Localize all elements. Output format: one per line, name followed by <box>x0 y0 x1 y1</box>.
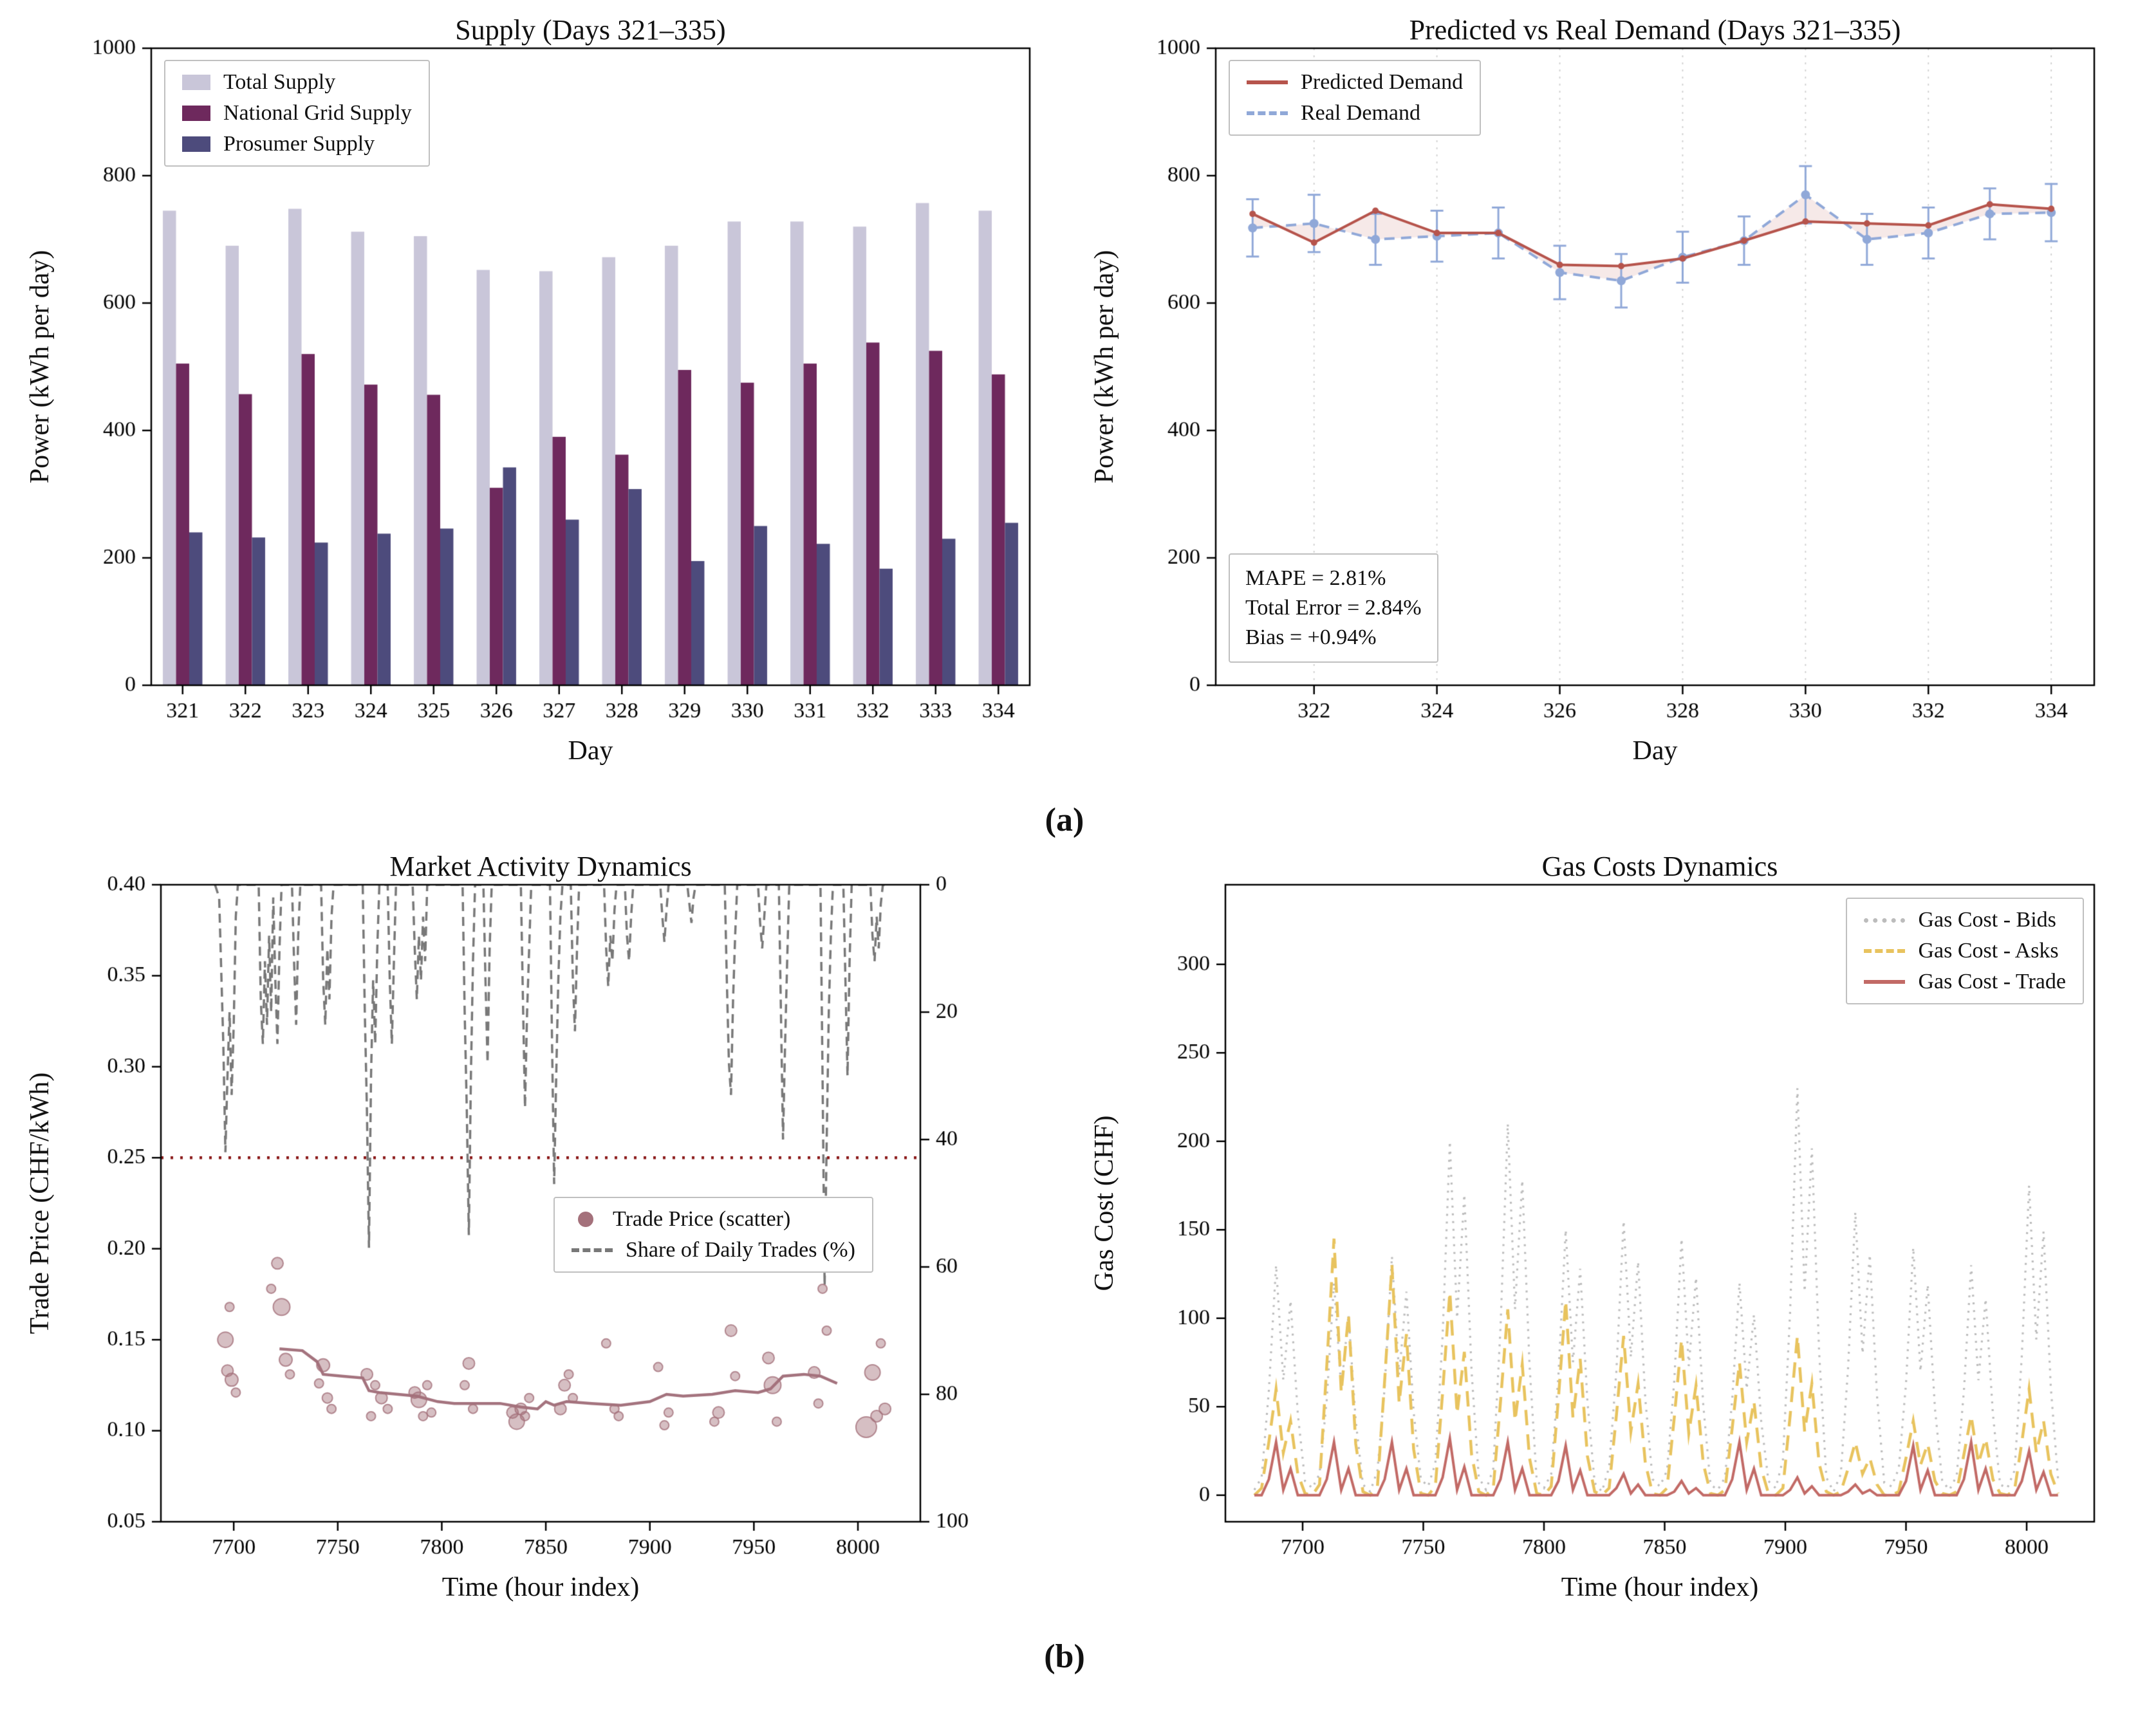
x-axis-label: Day <box>568 736 613 766</box>
legend-dash-marker-icon <box>572 1248 613 1252</box>
chart-title: Gas Costs Dynamics <box>1541 851 1778 882</box>
legend-dash-marker-icon <box>1247 111 1288 115</box>
legend-label: Trade Price (scatter) <box>613 1207 791 1231</box>
figure: Supply (Days 321–335) Power (kWh per day… <box>0 10 2129 1675</box>
legend-item: Total Supply <box>182 70 412 95</box>
legend-label: Share of Daily Trades (%) <box>626 1238 855 1262</box>
supply-canvas <box>0 10 1064 795</box>
legend-item: Prosumer Supply <box>182 132 412 156</box>
legend-item: Trade Price (scatter) <box>572 1207 855 1232</box>
panel-label-b: (b) <box>1044 1638 1085 1675</box>
legend-box-marker-icon <box>182 136 210 152</box>
y-axis-label: Power (kWh per day) <box>1090 250 1119 484</box>
legend-item: Real Demand <box>1247 101 1463 125</box>
chart-title: Market Activity Dynamics <box>389 851 692 882</box>
chart-title: Predicted vs Real Demand (Days 321–335) <box>1409 14 1901 46</box>
market-canvas <box>0 846 1064 1631</box>
legend-box-marker-icon <box>182 106 210 121</box>
legend-label: Real Demand <box>1301 101 1420 125</box>
legend-label: Gas Cost - Trade <box>1918 970 2066 993</box>
legend-dot-marker-icon <box>1864 918 1906 923</box>
x-axis-label: Time (hour index) <box>1561 1573 1759 1602</box>
legend: Total Supply National Grid Supply Prosumer… <box>164 60 430 167</box>
legend-label: Predicted Demand <box>1301 70 1464 94</box>
panel-label-a: (a) <box>1045 802 1084 838</box>
y-axis-label: Gas Cost (CHF) <box>1090 1115 1119 1291</box>
legend-item: Gas Cost - Asks <box>1864 939 2066 963</box>
y-axis-label: Trade Price (CHF/kWh) <box>25 1072 55 1334</box>
legend-label: Prosumer Supply <box>223 132 375 156</box>
demand-canvas <box>1064 10 2129 795</box>
legend: Trade Price (scatter) Share of Daily Trad… <box>553 1197 873 1273</box>
legend: Predicted Demand Real Demand <box>1229 60 1482 136</box>
legend-label: National Grid Supply <box>223 101 412 125</box>
panel-b-row: Market Activity Dynamics Trade Price (CH… <box>0 846 2129 1631</box>
supply-chart: Supply (Days 321–335) Power (kWh per day… <box>0 10 1064 795</box>
legend-line-marker-icon <box>1864 980 1906 984</box>
gas-chart: Gas Costs Dynamics Gas Cost (CHF) Time (… <box>1064 846 2129 1631</box>
legend-scatter-marker-icon <box>578 1212 593 1227</box>
legend-item: Gas Cost - Bids <box>1864 908 2066 932</box>
legend-line-marker-icon <box>1247 80 1288 84</box>
panel-a-row: Supply (Days 321–335) Power (kWh per day… <box>0 10 2129 795</box>
legend-label: Total Supply <box>223 70 336 94</box>
legend-item: Gas Cost - Trade <box>1864 970 2066 994</box>
market-chart: Market Activity Dynamics Trade Price (CH… <box>0 846 1064 1631</box>
demand-chart: Predicted vs Real Demand (Days 321–335) … <box>1064 10 2129 795</box>
legend: Gas Cost - Bids Gas Cost - Asks Gas Cost -… <box>1846 898 2084 1004</box>
legend-item: National Grid Supply <box>182 101 412 125</box>
stats-box: MAPE = 2.81% Total Error = 2.84% Bias = … <box>1229 553 1438 663</box>
legend-box-marker-icon <box>182 75 210 90</box>
stats-line: MAPE = 2.81% <box>1245 566 1386 590</box>
legend-label: Gas Cost - Asks <box>1918 939 2059 963</box>
legend-dash-marker-icon <box>1864 949 1906 953</box>
chart-title: Supply (Days 321–335) <box>455 14 726 46</box>
x-axis-label: Time (hour index) <box>442 1573 640 1602</box>
legend-item: Predicted Demand <box>1247 70 1463 95</box>
legend-label: Gas Cost - Bids <box>1918 908 2056 932</box>
stats-line: Bias = +0.94% <box>1245 625 1377 649</box>
x-axis-label: Day <box>1632 736 1678 766</box>
stats-line: Total Error = 2.84% <box>1245 596 1422 620</box>
y-axis-label: Power (kWh per day) <box>25 250 55 484</box>
legend-item: Share of Daily Trades (%) <box>572 1238 855 1262</box>
